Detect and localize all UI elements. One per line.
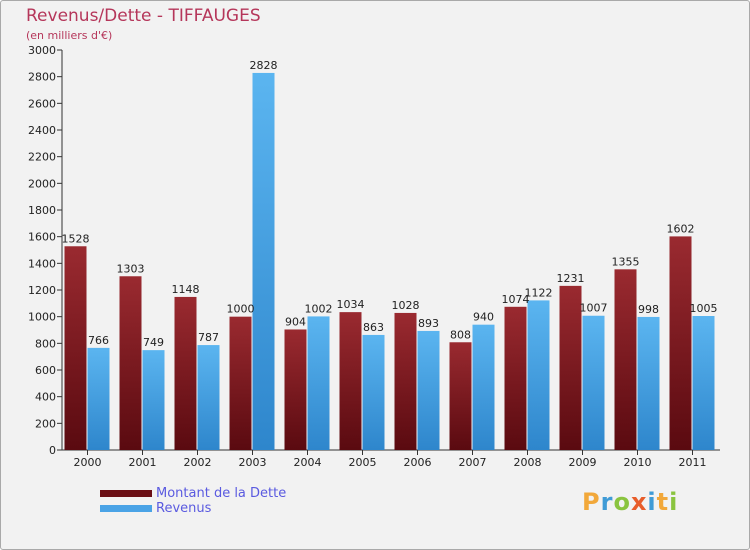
bar-debt	[504, 306, 527, 450]
legend-swatch-debt	[100, 490, 152, 497]
bar-debt	[614, 269, 637, 450]
bar-revenue	[637, 316, 660, 450]
x-tick-label: 2011	[679, 456, 707, 469]
bar-debt	[449, 342, 472, 450]
bar-revenue	[582, 315, 605, 450]
y-tick-label: 200	[35, 417, 56, 430]
data-label-revenue: 863	[363, 321, 384, 334]
bar-debt	[229, 316, 252, 450]
data-label-revenue: 893	[418, 317, 439, 330]
bar-debt	[394, 312, 417, 450]
x-tick-label: 2009	[569, 456, 597, 469]
legend-swatch-revenue	[100, 505, 152, 512]
y-tick-label: 2200	[28, 151, 56, 164]
y-tick-label: 2000	[28, 177, 56, 190]
y-tick-label: 1800	[28, 204, 56, 217]
y-tick-label: 1400	[28, 257, 56, 270]
x-tick-label: 2001	[129, 456, 157, 469]
data-label-debt: 1355	[612, 255, 640, 268]
data-label-revenue: 940	[473, 311, 494, 324]
y-tick-label: 3000	[28, 44, 56, 57]
y-tick-label: 2400	[28, 124, 56, 137]
data-label-revenue: 1002	[305, 302, 333, 315]
data-label-debt: 1034	[337, 298, 365, 311]
data-label-revenue: 1007	[580, 302, 608, 315]
data-label-debt: 1602	[667, 222, 695, 235]
bar-debt	[284, 329, 307, 450]
data-label-debt: 808	[450, 328, 471, 341]
chart-title: Revenus/Dette - TIFFAUGES	[26, 6, 261, 26]
data-label-revenue: 787	[198, 331, 219, 344]
y-tick-label: 2800	[28, 71, 56, 84]
bar-revenue	[527, 300, 550, 450]
bar-debt	[339, 312, 362, 450]
bar-debt	[64, 246, 87, 450]
data-label-revenue: 1005	[690, 302, 718, 315]
bar-debt	[119, 276, 142, 450]
y-tick-label: 800	[35, 337, 56, 350]
x-tick-label: 2004	[294, 456, 322, 469]
proxiti-logo: Proxiti	[582, 488, 679, 516]
x-tick-label: 2010	[624, 456, 652, 469]
bar-debt	[559, 285, 582, 450]
y-tick-label: 1000	[28, 311, 56, 324]
data-label-debt: 1303	[117, 262, 145, 275]
x-tick-label: 2000	[74, 456, 102, 469]
x-tick-label: 2006	[404, 456, 432, 469]
data-label-debt: 904	[285, 315, 306, 328]
data-label-debt: 1231	[557, 272, 585, 285]
y-tick-label: 1600	[28, 231, 56, 244]
bar-revenue	[417, 330, 440, 450]
y-tick-label: 0	[49, 444, 56, 457]
bar-revenue	[87, 347, 110, 450]
x-tick-label: 2005	[349, 456, 377, 469]
bar-revenue	[252, 72, 275, 450]
legend-label-revenue: Revenus	[156, 501, 212, 516]
x-tick-label: 2003	[239, 456, 267, 469]
bar-debt	[174, 296, 197, 450]
bar-revenue	[307, 316, 330, 450]
bar-revenue	[472, 324, 495, 450]
data-label-debt: 1028	[392, 299, 420, 312]
chart-subtitle: (en milliers d'€)	[26, 29, 113, 42]
legend-label-debt: Montant de la Dette	[156, 486, 287, 501]
y-tick-label: 600	[35, 364, 56, 377]
x-tick-label: 2002	[184, 456, 212, 469]
bar-revenue	[362, 334, 385, 450]
data-label-revenue: 1122	[525, 286, 553, 299]
y-tick-label: 1200	[28, 284, 56, 297]
bar-revenue	[692, 316, 715, 450]
x-tick-label: 2007	[459, 456, 487, 469]
data-label-revenue: 998	[638, 303, 659, 316]
data-label-debt: 1528	[62, 232, 90, 245]
bar-debt	[669, 236, 692, 450]
x-tick-label: 2008	[514, 456, 542, 469]
y-tick-label: 2600	[28, 97, 56, 110]
data-label-debt: 1000	[227, 303, 255, 316]
data-label-revenue: 2828	[250, 59, 278, 72]
data-label-revenue: 749	[143, 336, 164, 349]
bar-revenue	[142, 350, 165, 450]
data-label-debt: 1148	[172, 283, 200, 296]
data-label-revenue: 766	[88, 334, 109, 347]
data-label-debt: 1074	[502, 293, 530, 306]
y-tick-label: 400	[35, 391, 56, 404]
bar-revenue	[197, 345, 220, 450]
